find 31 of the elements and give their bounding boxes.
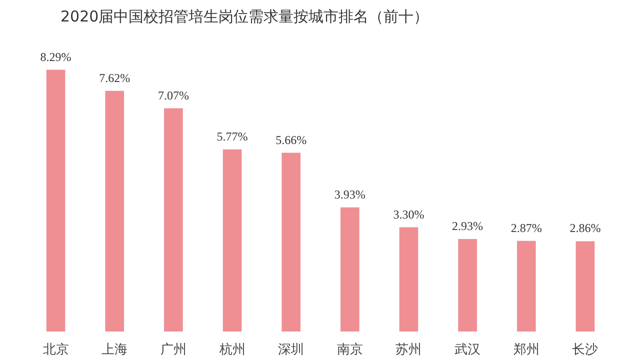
x-tick-label: 南京 — [336, 342, 363, 358]
data-label: 3.93% — [334, 187, 366, 202]
bar — [340, 207, 360, 332]
bar — [46, 70, 66, 332]
data-label: 2.87% — [510, 220, 542, 235]
x-tick-label: 北京 — [42, 342, 69, 358]
bar — [164, 108, 183, 332]
x-tick-label: 武汉 — [454, 342, 481, 358]
bar — [399, 227, 418, 332]
bar — [516, 240, 536, 332]
chart-title: 2020届中国校招管培生岗位需求量按城市排名（前十） — [60, 8, 429, 26]
data-label: 5.66% — [276, 132, 307, 147]
bar — [576, 241, 595, 332]
x-tick-label: 郑州 — [513, 342, 540, 358]
x-tick-label: 深圳 — [278, 342, 304, 358]
data-label: 3.30% — [393, 207, 424, 222]
x-tick-label: 广州 — [160, 342, 186, 358]
data-label: 8.29% — [40, 50, 72, 64]
x-tick-label: 上海 — [102, 342, 128, 358]
data-label: 7.07% — [158, 88, 189, 102]
bar — [458, 238, 477, 332]
x-tick-label: 杭州 — [218, 342, 246, 358]
bar — [105, 90, 124, 332]
data-label: 5.77% — [216, 129, 248, 144]
bar — [222, 149, 242, 332]
data-label: 2.86% — [570, 221, 601, 236]
x-tick-label: 长沙 — [572, 342, 598, 358]
x-tick-label: 苏州 — [396, 342, 422, 358]
data-label: 7.62% — [99, 70, 130, 85]
bar — [282, 152, 300, 332]
data-label: 2.93% — [452, 218, 484, 233]
